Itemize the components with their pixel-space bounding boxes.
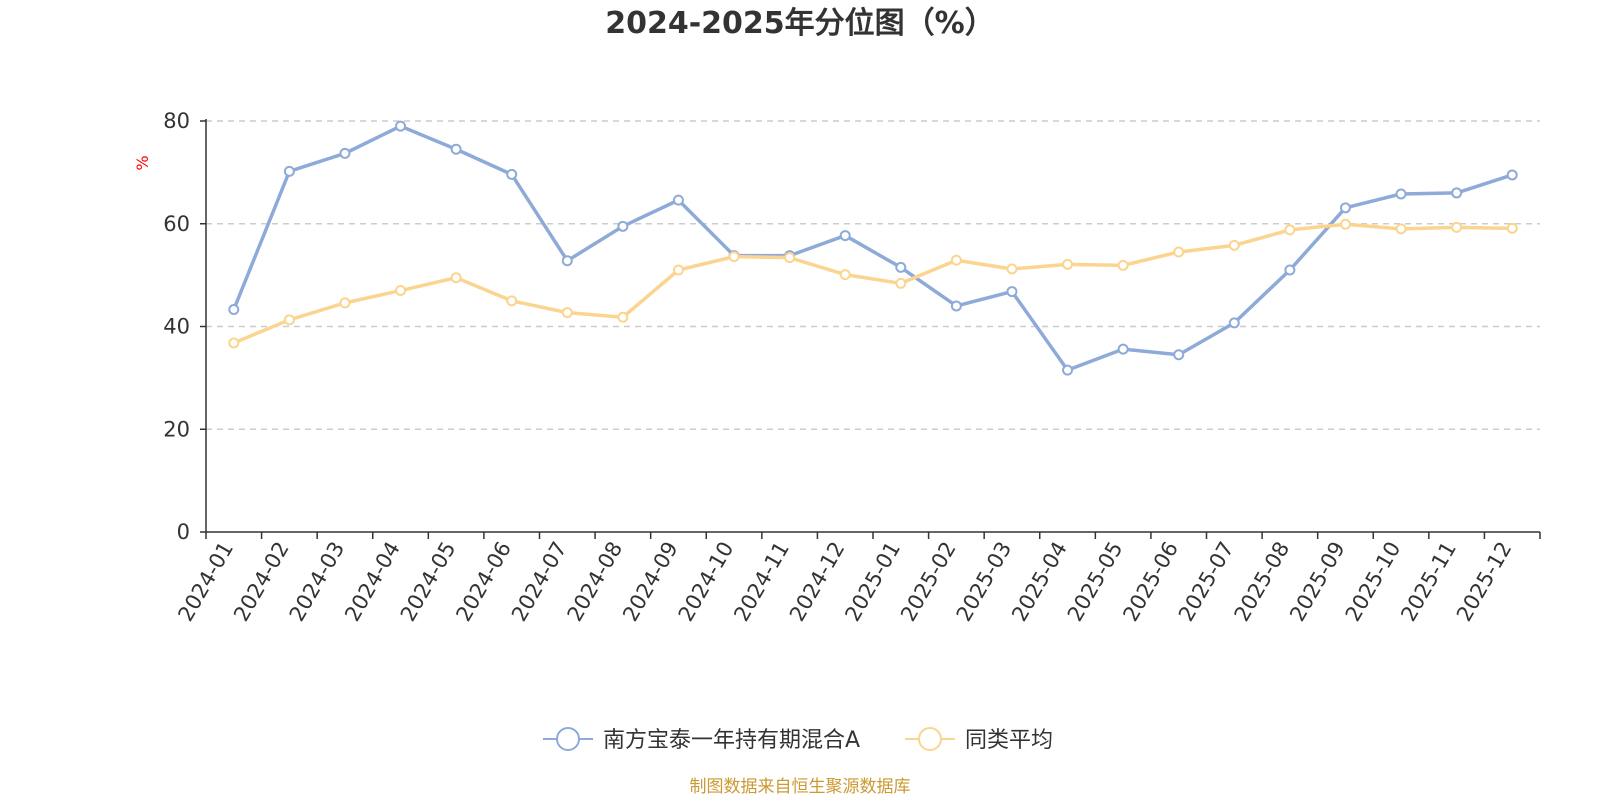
x-tick-label: 2025-02 bbox=[896, 538, 961, 626]
legend-item-fund[interactable]: 南方宝泰一年持有期混合A bbox=[543, 727, 860, 753]
x-tick-label: 2024-01 bbox=[173, 538, 238, 626]
x-tick-label: 2025-05 bbox=[1063, 538, 1128, 626]
data-point[interactable] bbox=[228, 337, 240, 349]
x-tick-label: 2025-01 bbox=[840, 538, 905, 626]
x-tick-label: 2025-06 bbox=[1118, 538, 1183, 626]
x-tick-label: 2025-04 bbox=[1007, 538, 1072, 626]
data-point[interactable] bbox=[1228, 239, 1240, 251]
data-point[interactable] bbox=[1284, 224, 1296, 236]
data-point[interactable] bbox=[339, 147, 351, 159]
x-tick-label: 2025-11 bbox=[1396, 538, 1461, 626]
data-point[interactable] bbox=[1395, 188, 1407, 200]
data-point[interactable] bbox=[839, 230, 851, 242]
data-point[interactable] bbox=[950, 300, 962, 312]
y-tick-label: 80 bbox=[163, 109, 190, 133]
y-tick-labels: 0 20 40 60 80 bbox=[163, 109, 190, 544]
data-point[interactable] bbox=[1173, 246, 1185, 258]
data-point[interactable] bbox=[561, 307, 573, 319]
x-tick-labels: 2024-012024-022024-032024-042024-052024-… bbox=[173, 537, 1516, 625]
data-point[interactable] bbox=[1117, 343, 1129, 355]
x-tick-label: 2025-09 bbox=[1285, 538, 1350, 626]
x-tick-label: 2024-06 bbox=[451, 538, 516, 626]
y-axis-unit-label: % bbox=[133, 155, 152, 170]
data-point[interactable] bbox=[1284, 264, 1296, 276]
x-tick-label: 2024-04 bbox=[340, 538, 405, 626]
data-source-note: 制图数据来自恒生聚源数据库 bbox=[690, 777, 911, 797]
data-point[interactable] bbox=[672, 194, 684, 206]
legend-marker-peer-average bbox=[918, 727, 942, 751]
data-point[interactable] bbox=[283, 314, 295, 326]
data-point[interactable] bbox=[283, 165, 295, 177]
data-point[interactable] bbox=[617, 311, 629, 323]
data-point[interactable] bbox=[672, 264, 684, 276]
x-tick-label: 2025-10 bbox=[1341, 538, 1406, 626]
data-point[interactable] bbox=[450, 272, 462, 284]
data-point[interactable] bbox=[1395, 223, 1407, 235]
data-point[interactable] bbox=[1173, 349, 1185, 361]
data-point[interactable] bbox=[1339, 202, 1351, 214]
data-point[interactable] bbox=[506, 168, 518, 180]
x-tick-label: 2024-05 bbox=[396, 538, 461, 626]
series-lines bbox=[228, 120, 1518, 376]
chart-title: 2024-2025年分位图（%） bbox=[605, 6, 995, 41]
x-tick-label: 2024-02 bbox=[229, 538, 294, 626]
data-point[interactable] bbox=[506, 295, 518, 307]
legend-label-fund: 南方宝泰一年持有期混合A bbox=[603, 728, 860, 753]
x-tick-label: 2024-08 bbox=[563, 538, 628, 626]
series-line bbox=[232, 124, 1513, 372]
data-point[interactable] bbox=[395, 285, 407, 297]
x-tick-label: 2025-03 bbox=[952, 537, 1017, 625]
data-point[interactable] bbox=[561, 255, 573, 267]
data-point[interactable] bbox=[839, 269, 851, 281]
x-tick-label: 2025-08 bbox=[1230, 538, 1295, 626]
series-0 bbox=[228, 120, 1518, 376]
x-tick-label: 2024-07 bbox=[507, 538, 572, 626]
legend-item-peer-average[interactable]: 同类平均 bbox=[905, 727, 1053, 753]
legend-label-peer-average: 同类平均 bbox=[965, 728, 1053, 753]
data-point[interactable] bbox=[395, 120, 407, 132]
legend-marker-fund bbox=[556, 727, 580, 751]
data-point[interactable] bbox=[895, 277, 907, 289]
series-1 bbox=[228, 218, 1518, 349]
axes bbox=[200, 119, 1541, 539]
data-point[interactable] bbox=[1006, 286, 1018, 298]
data-point[interactable] bbox=[784, 252, 796, 264]
data-point[interactable] bbox=[1062, 364, 1074, 376]
data-point[interactable] bbox=[1339, 218, 1351, 230]
y-tick-label: 20 bbox=[163, 417, 190, 441]
y-tick-label: 40 bbox=[163, 315, 190, 339]
grid-lines bbox=[206, 120, 1540, 430]
y-tick-label: 0 bbox=[177, 520, 190, 544]
data-point[interactable] bbox=[228, 304, 240, 316]
data-point[interactable] bbox=[339, 297, 351, 309]
data-point[interactable] bbox=[1062, 258, 1074, 270]
data-point[interactable] bbox=[728, 251, 740, 263]
data-point[interactable] bbox=[1506, 169, 1518, 181]
x-tick-label: 2024-12 bbox=[785, 538, 850, 626]
x-tick-label: 2024-03 bbox=[285, 538, 350, 626]
data-point[interactable] bbox=[1228, 317, 1240, 329]
data-point[interactable] bbox=[450, 143, 462, 155]
x-tick-label: 2024-09 bbox=[618, 538, 683, 626]
x-tick-label: 2024-11 bbox=[729, 538, 794, 626]
data-point[interactable] bbox=[1506, 222, 1518, 234]
data-point[interactable] bbox=[950, 254, 962, 266]
data-point[interactable] bbox=[895, 261, 907, 273]
series-line bbox=[233, 222, 1513, 345]
legend: 南方宝泰一年持有期混合A 同类平均 bbox=[543, 727, 1053, 753]
x-tick-label: 2025-07 bbox=[1174, 538, 1239, 626]
data-point[interactable] bbox=[1006, 263, 1018, 275]
data-point[interactable] bbox=[1451, 187, 1463, 199]
x-tick-label: 2024-10 bbox=[674, 538, 739, 626]
x-tick-label: 2025-12 bbox=[1452, 538, 1517, 626]
data-point[interactable] bbox=[617, 220, 629, 232]
data-point[interactable] bbox=[1451, 221, 1463, 233]
data-point[interactable] bbox=[1117, 259, 1129, 271]
y-tick-label: 60 bbox=[163, 212, 190, 236]
